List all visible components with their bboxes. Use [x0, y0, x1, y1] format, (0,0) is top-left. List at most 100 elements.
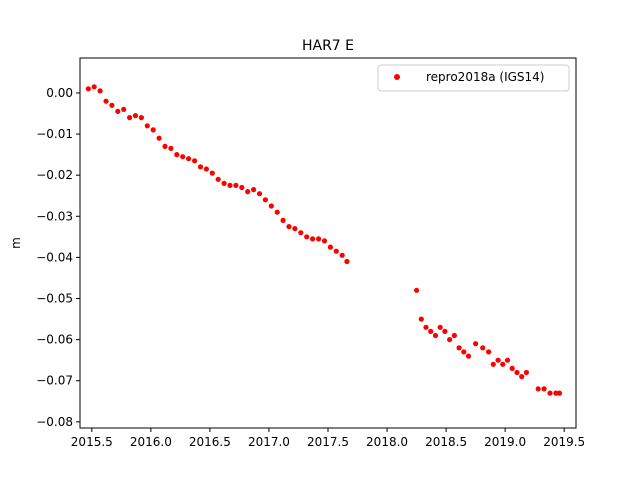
data-point [85, 86, 91, 92]
y-tick-label: −0.08 [36, 415, 73, 429]
y-tick-label: −0.06 [36, 333, 73, 347]
legend: repro2018a (IGS14) [377, 64, 570, 92]
data-point [519, 374, 525, 380]
data-point [541, 386, 547, 392]
data-point [473, 341, 479, 347]
data-point [456, 345, 462, 351]
data-point [486, 349, 492, 355]
data-point [310, 236, 316, 242]
data-point [547, 390, 553, 396]
data-point [221, 180, 227, 186]
data-point [132, 113, 139, 119]
data-point [121, 106, 127, 112]
data-point [162, 143, 168, 149]
x-tick-label: 2015.5 [71, 435, 113, 449]
data-point [514, 369, 520, 376]
data-point [256, 191, 263, 197]
x-tick-label: 2019.0 [484, 435, 526, 449]
y-tick-label: −0.03 [36, 209, 73, 223]
data-point [103, 98, 109, 104]
data-point [233, 182, 239, 188]
data-point [280, 217, 286, 223]
data-point [180, 154, 186, 160]
data-point [109, 102, 115, 108]
data-point [495, 357, 501, 363]
x-tick-label: 2017.5 [307, 435, 349, 449]
data-point [262, 197, 268, 203]
data-point [215, 176, 221, 182]
data-point [428, 328, 434, 334]
chart-title: HAR7 E [302, 38, 354, 54]
data-point [523, 369, 530, 376]
data-point [251, 187, 257, 193]
data-point [174, 152, 180, 158]
data-point [327, 244, 333, 250]
data-point [461, 349, 467, 355]
x-tick-label: 2019.5 [543, 435, 585, 449]
data-point [192, 158, 198, 164]
y-tick-label: −0.07 [36, 374, 73, 388]
x-tick-label: 2016.5 [189, 435, 231, 449]
data-point [432, 332, 439, 339]
data-point [91, 84, 97, 90]
data-point [504, 357, 511, 363]
data-point [115, 108, 121, 114]
plot-area [80, 58, 576, 428]
data-points [85, 84, 563, 396]
y-tick-label: −0.05 [36, 292, 73, 306]
y-tick-label: 0.00 [46, 86, 73, 100]
data-point [274, 209, 280, 215]
legend-marker [394, 74, 400, 80]
data-point [339, 252, 345, 258]
data-point [553, 390, 559, 396]
data-point [423, 324, 429, 330]
data-point [500, 361, 506, 367]
data-point [451, 332, 457, 339]
data-point [245, 189, 251, 195]
data-point [344, 258, 350, 265]
data-point [150, 127, 156, 133]
data-point [156, 135, 162, 141]
y-tick-label: −0.01 [36, 127, 73, 141]
data-point [239, 184, 245, 191]
data-point [447, 337, 453, 343]
data-point [97, 88, 103, 94]
data-point [465, 353, 472, 359]
y-axis: 0.00 −0.01 −0.02 −0.03 −0.04 −0.05 −0.06 −0.07 −… [36, 86, 80, 429]
data-point [490, 361, 496, 367]
y-axis-label: m [9, 237, 23, 249]
data-point [333, 248, 339, 254]
data-point [203, 166, 209, 172]
data-point [321, 238, 328, 244]
data-point [127, 115, 133, 121]
data-point [437, 324, 443, 330]
data-point [144, 123, 150, 129]
data-point [286, 224, 292, 230]
data-point [418, 316, 424, 322]
data-point [186, 156, 192, 162]
x-axis: 2015.5 2016.0 2016.5 2017.0 2017.5 2018.0 2018… [71, 428, 585, 449]
data-point [227, 182, 233, 188]
data-point [209, 170, 215, 176]
data-point [480, 345, 486, 351]
data-point [316, 236, 322, 242]
data-point [556, 390, 563, 396]
x-tick-label: 2017.0 [248, 435, 290, 449]
data-point [509, 365, 515, 371]
data-point [268, 203, 274, 209]
legend-label: repro2018a (IGS14) [426, 70, 544, 84]
y-tick-label: −0.04 [36, 250, 73, 264]
data-point [138, 115, 144, 121]
legend-box [377, 64, 570, 92]
data-point [535, 386, 541, 392]
data-point [292, 226, 298, 232]
data-point [414, 287, 420, 293]
data-point [442, 328, 448, 334]
y-tick-label: −0.02 [36, 168, 73, 182]
data-point [168, 145, 174, 151]
x-tick-label: 2016.0 [130, 435, 172, 449]
x-tick-label: 2018.5 [425, 435, 467, 449]
x-tick-label: 2018.0 [366, 435, 408, 449]
data-point [197, 164, 204, 170]
